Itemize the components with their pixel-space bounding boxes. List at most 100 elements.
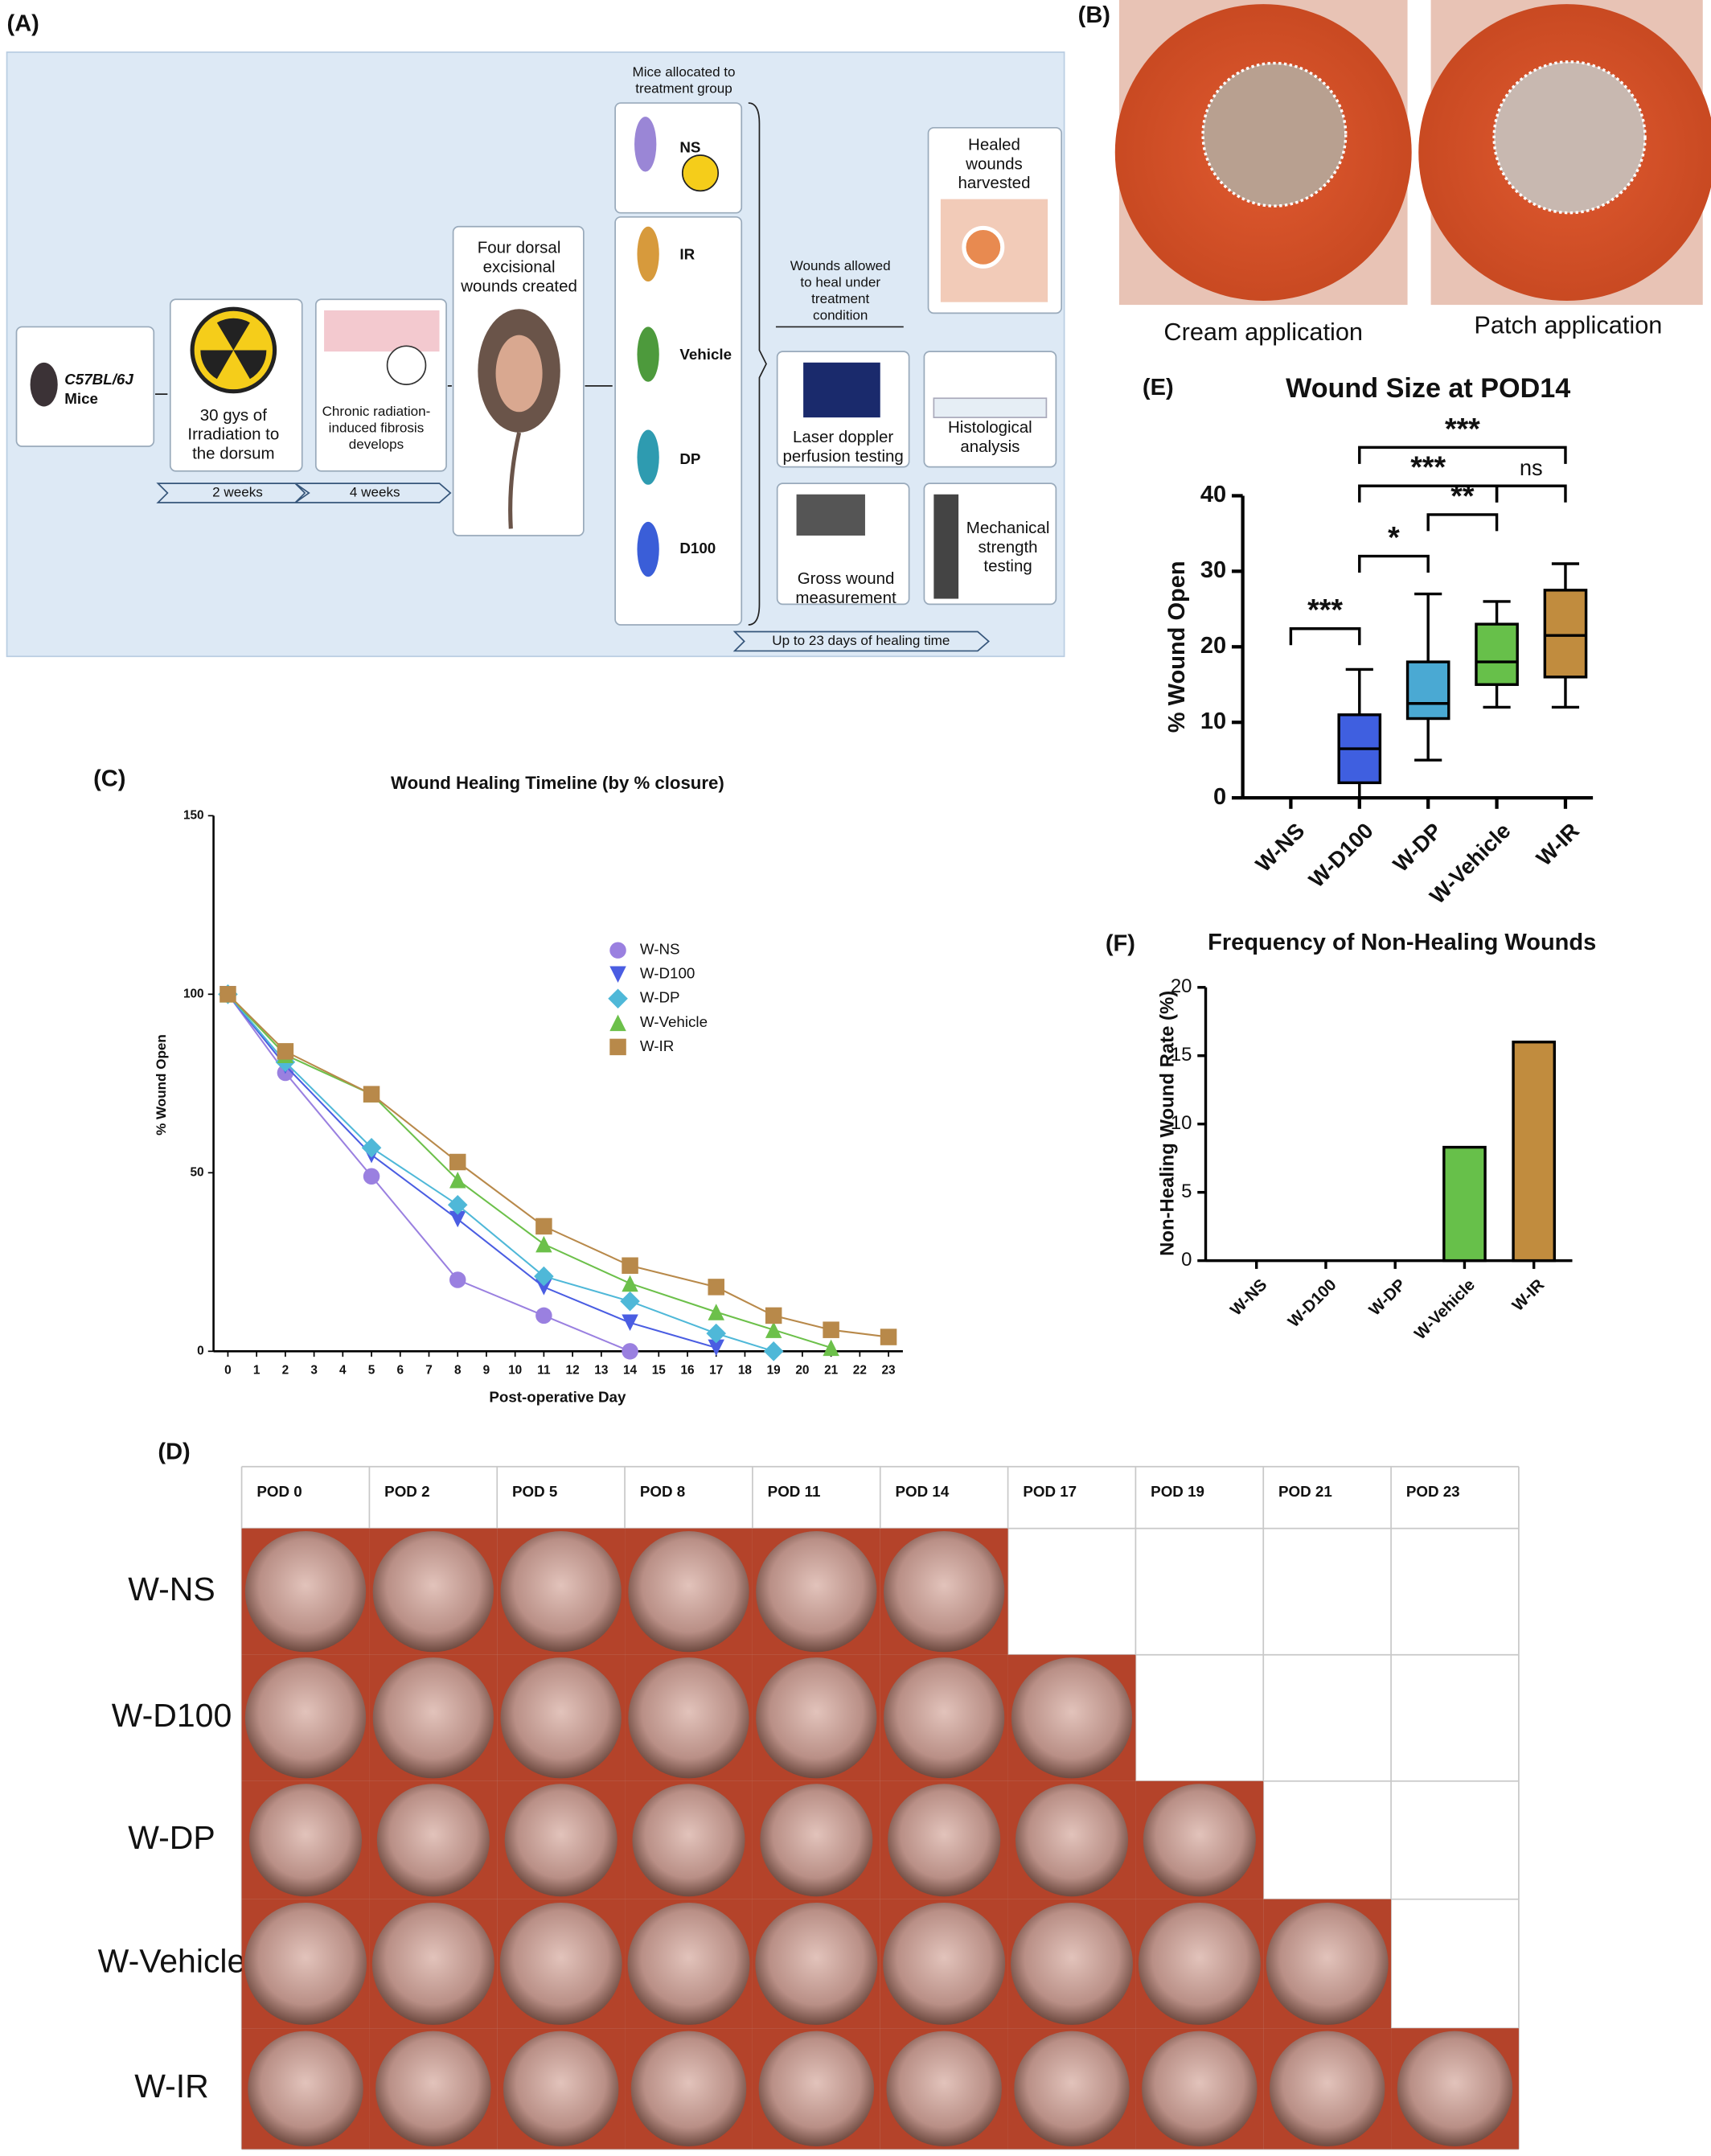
x-tick-label: 21 bbox=[824, 1363, 839, 1377]
wound-photo-center bbox=[1011, 1657, 1133, 1779]
x-tick-label: 20 bbox=[795, 1363, 809, 1377]
diagram-text: strength bbox=[979, 538, 1038, 556]
panel-label: (C) bbox=[93, 766, 125, 792]
marker bbox=[765, 1307, 782, 1324]
y-tick-label: 20 bbox=[1171, 975, 1192, 997]
wound-photo-center bbox=[756, 1657, 877, 1779]
chart-title: Wound Healing Timeline (by % closure) bbox=[391, 773, 724, 793]
marker bbox=[823, 1339, 839, 1357]
x-tick-label: 23 bbox=[882, 1363, 896, 1377]
series-line bbox=[227, 993, 774, 1353]
wound-photo-center bbox=[756, 1531, 877, 1653]
timeline-arrow bbox=[156, 483, 990, 652]
significance-label: *** bbox=[1445, 412, 1480, 446]
panel-a-diagram bbox=[6, 51, 1065, 658]
wound-photo-center bbox=[1142, 2031, 1258, 2147]
box bbox=[15, 326, 155, 447]
marker bbox=[361, 1137, 382, 1158]
x-tick-label: W-DP bbox=[1388, 818, 1446, 877]
brace bbox=[748, 102, 767, 626]
x-tick-label: 0 bbox=[224, 1363, 232, 1377]
x-tick-label: W-D100 bbox=[1284, 1275, 1340, 1331]
y-tick-label: 5 bbox=[1181, 1181, 1192, 1202]
wound-photo-center bbox=[884, 1531, 1005, 1653]
wound-photo-center bbox=[244, 1902, 367, 2025]
column-header: POD 21 bbox=[1278, 1483, 1332, 1500]
tester-icon bbox=[933, 494, 959, 599]
y-axis-label: Non-Healing Wound Rate (%) bbox=[1157, 991, 1179, 1256]
significance-bracket bbox=[1495, 484, 1567, 503]
wound-photo-center bbox=[760, 1784, 873, 1897]
y-tick-label: 10 bbox=[1200, 708, 1226, 734]
significance-bracket bbox=[1358, 554, 1430, 573]
wound-photo-center bbox=[376, 1784, 490, 1897]
wound-photo-center bbox=[375, 2031, 491, 2147]
legend-label: W-D100 bbox=[640, 965, 695, 982]
series-line bbox=[227, 993, 630, 1353]
diagram-text: treatment group bbox=[635, 81, 732, 97]
arrow bbox=[154, 326, 904, 395]
marker bbox=[608, 988, 628, 1009]
photo-caption: Cream application bbox=[1163, 318, 1363, 346]
significance-label: *** bbox=[1410, 450, 1446, 484]
x-tick-label: 5 bbox=[368, 1363, 375, 1377]
x-tick-label: 9 bbox=[483, 1363, 490, 1377]
wound-photo-center bbox=[372, 1657, 494, 1779]
y-axis-label: % Wound Open bbox=[1164, 561, 1190, 733]
marker bbox=[449, 1171, 466, 1189]
wound-photo-center bbox=[883, 1902, 1006, 2025]
y-tick-label: 0 bbox=[1213, 784, 1226, 810]
x-tick-label: W-DP bbox=[1365, 1275, 1409, 1320]
diagram-text: induced fibrosis bbox=[329, 420, 425, 435]
marker bbox=[622, 1343, 638, 1360]
wound-photo-center bbox=[628, 1657, 749, 1779]
series-line bbox=[227, 993, 889, 1338]
wound-photo-center bbox=[499, 1902, 622, 2025]
box bbox=[1543, 589, 1588, 679]
diagram-text: 2 weeks bbox=[212, 485, 263, 500]
row-label: W-DP bbox=[128, 1819, 215, 1856]
marker bbox=[708, 1304, 724, 1320]
y-tick-label: 100 bbox=[183, 987, 204, 1000]
diagram-text: DP bbox=[679, 450, 700, 467]
wound-photo-center bbox=[755, 1902, 878, 2025]
box bbox=[1405, 660, 1450, 721]
marker bbox=[609, 1014, 626, 1032]
wound-photo-center bbox=[628, 1531, 749, 1653]
column-header: POD 14 bbox=[896, 1483, 950, 1500]
wound-photo-center bbox=[632, 1784, 745, 1897]
marker bbox=[609, 942, 626, 959]
column-header: POD 19 bbox=[1151, 1483, 1204, 1500]
wound-photo-center bbox=[888, 1784, 1001, 1897]
x-tick-label: W-NS bbox=[1227, 1275, 1271, 1320]
marker bbox=[708, 1339, 724, 1357]
tail bbox=[508, 432, 522, 529]
y-tick-label: 20 bbox=[1200, 633, 1226, 659]
radiation-symbol bbox=[200, 318, 267, 380]
significance-label: * bbox=[1388, 520, 1400, 554]
diagram-text: Mechanical bbox=[966, 519, 1050, 537]
chart-title: Frequency of Non-Healing Wounds bbox=[1208, 930, 1596, 955]
panel-label: (B) bbox=[1078, 2, 1110, 28]
mouse-icon bbox=[637, 326, 659, 382]
doppler-icon bbox=[803, 362, 880, 418]
wound-photo-center bbox=[1266, 1902, 1389, 2025]
box bbox=[1475, 622, 1519, 686]
caliper-icon bbox=[796, 494, 865, 536]
significance-label: *** bbox=[1307, 593, 1343, 626]
marker bbox=[535, 1279, 552, 1296]
wound-photo-center bbox=[500, 1531, 622, 1653]
wound-photo-center bbox=[244, 1657, 367, 1779]
legend-label: W-DP bbox=[640, 989, 680, 1006]
diagram-text: C57BL/6J bbox=[64, 371, 133, 388]
photo-caption: Patch application bbox=[1474, 311, 1662, 339]
y-tick-label: 15 bbox=[1171, 1044, 1192, 1066]
marker bbox=[622, 1257, 638, 1275]
x-tick-label: 17 bbox=[709, 1363, 723, 1377]
diagram-text: Vehicle bbox=[679, 346, 732, 363]
marker bbox=[449, 1271, 466, 1288]
x-tick-label: 2 bbox=[282, 1363, 289, 1377]
wound-photo-center bbox=[500, 1657, 622, 1779]
wound-photo-center bbox=[1010, 1902, 1133, 2025]
